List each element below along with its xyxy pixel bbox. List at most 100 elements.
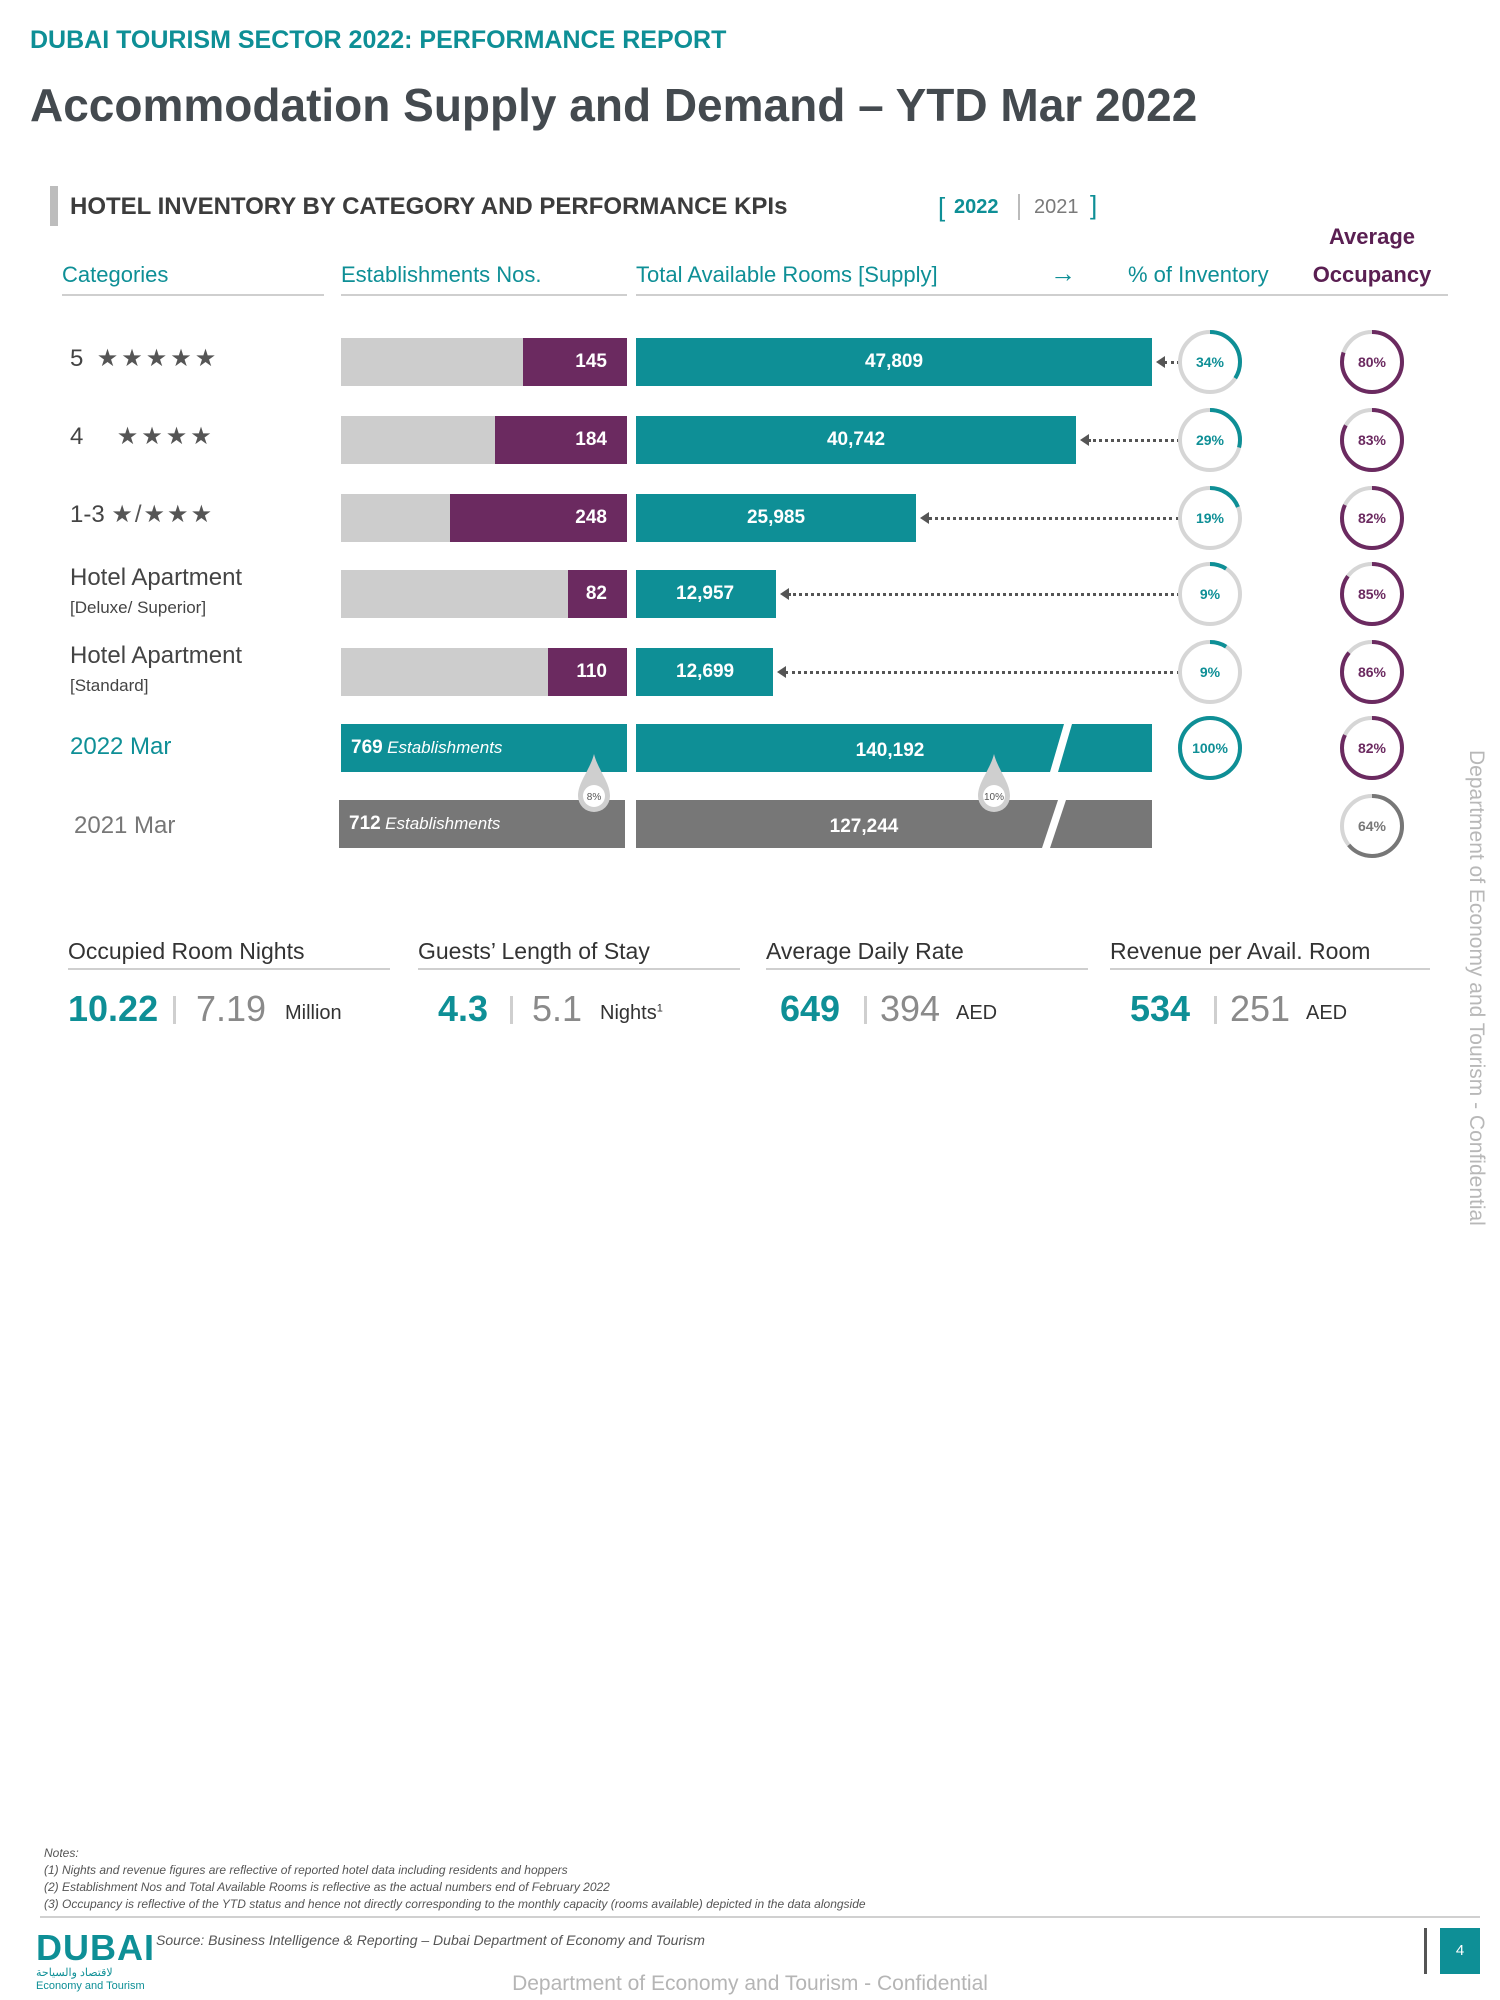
est-bar-1-3star: 248 — [341, 494, 627, 542]
ring-value: 85% — [1358, 586, 1387, 602]
col-categories: Categories — [62, 262, 169, 287]
year-2022-label: 2022 — [954, 196, 999, 218]
est-bar-hotel-apt-deluxe: 82 — [341, 570, 627, 618]
ring-fill — [1340, 716, 1404, 780]
rooms-total-2021-bar — [636, 800, 1058, 848]
star-icons: ★/★★★ — [111, 501, 215, 528]
ring-fill — [1340, 640, 1404, 704]
room-value: 47,809 — [864, 351, 924, 372]
drop-inner — [583, 785, 605, 807]
kpi-length-of-stay-2022: 4.3 — [438, 988, 489, 1029]
connector-line — [788, 593, 1180, 596]
est-total-2022: 769 Establishments — [341, 724, 627, 772]
est-bar-5star: 145 — [341, 338, 627, 386]
note-2: (2) Establishment Nos and Total Availabl… — [44, 1880, 610, 1894]
col-occupancy-line2: Occupancy — [1312, 262, 1432, 287]
inventory-ring: 29% — [1178, 408, 1242, 472]
ring-fill — [1178, 716, 1242, 780]
arrow-left-icon — [777, 666, 786, 678]
room-value: 25,985 — [746, 507, 806, 528]
rooms-growth-value: 10% — [984, 792, 1004, 803]
footer-confidential: Department of Economy and Tourism - Conf… — [512, 1972, 988, 1995]
kpi-length-of-stay-unit: Nights1 — [600, 1002, 663, 1024]
kpi-revpar-2021: 251 — [1230, 988, 1291, 1029]
arrow-left-icon — [780, 588, 789, 600]
ring-value: 29% — [1196, 432, 1225, 448]
bracket-close: ] — [1090, 190, 1098, 220]
room-bar-1-3star: 25,985 — [636, 494, 916, 542]
est-value: 82 — [568, 570, 627, 618]
connector-line — [928, 517, 1180, 520]
ring-value: 19% — [1196, 510, 1225, 526]
ring-fill — [1340, 330, 1404, 394]
arrow-left-icon — [920, 512, 929, 524]
inventory-ring: 9% — [1178, 640, 1242, 704]
col-inventory: % of Inventory — [1128, 262, 1269, 287]
kpi-title-revpar: Revenue per Avail. Room — [1110, 938, 1371, 964]
footnote-marker: 1 — [656, 1002, 663, 1015]
row-sublabel: [Deluxe/ Superior] — [70, 598, 207, 617]
occupancy-ring: 83% — [1340, 408, 1404, 472]
rooms-total-2022-bar-tail — [1058, 724, 1152, 772]
inventory-ring-total: 100% — [1178, 716, 1242, 780]
kpi-length-of-stay-2021: 5.1 — [532, 988, 583, 1029]
source-text: Source: Business Intelligence & Reportin… — [156, 1932, 705, 1948]
rooms-total-2022-value: 140,192 — [856, 740, 925, 761]
kpi-room-nights-unit: Million — [285, 1002, 342, 1024]
rooms-total-2022-bar — [636, 724, 1064, 772]
ring-value: 82% — [1358, 740, 1387, 756]
page-number: 4 — [1440, 1928, 1480, 1974]
section-marker — [50, 186, 58, 226]
est-total-2021: 712 Establishments — [339, 800, 625, 848]
row-label-hotel-apt-standard: Hotel Apartment [Standard] — [70, 642, 243, 695]
side-confidential-text: Department of Economy and Tourism - Conf… — [1465, 750, 1488, 1226]
room-bar-hotel-apt-deluxe: 12,957 — [636, 570, 776, 618]
note-3: (3) Occupancy is reflective of the YTD s… — [44, 1897, 866, 1911]
rooms-total-bars: 140,192 127,244 — [636, 724, 1152, 848]
bracket-open: [ — [938, 192, 946, 222]
ring-fill — [1340, 794, 1404, 858]
est-growth-value: 8% — [587, 792, 602, 803]
row-sublabel: [Standard] — [70, 676, 149, 695]
kpi-underline — [1110, 968, 1430, 970]
page-divider — [1424, 1928, 1427, 1974]
ring-fill — [1178, 562, 1242, 626]
ring-value: 9% — [1200, 664, 1221, 680]
room-value: 12,699 — [676, 661, 735, 682]
inventory-ring: 19% — [1178, 486, 1242, 550]
ring-value: 64% — [1358, 818, 1387, 834]
ring-fill — [1340, 486, 1404, 550]
ring-value: 34% — [1196, 354, 1225, 370]
logo-arabic: لاقتصاد والسياحة — [36, 1967, 113, 1979]
logo-english: Economy and Tourism — [36, 1980, 145, 1992]
notes-heading: Notes: — [44, 1846, 79, 1860]
occupancy-ring: 82% — [1340, 486, 1404, 550]
connector-line — [1164, 361, 1180, 364]
kpi-title-length-of-stay: Guests’ Length of Stay — [418, 938, 650, 964]
rooms-growth-drop: 10% — [978, 754, 1010, 812]
occupancy-ring-2021: 64% — [1340, 794, 1404, 858]
arrow-left-icon — [1080, 434, 1089, 446]
row-label-4star: 4 ★★★★ — [70, 423, 215, 450]
est-value: 184 — [495, 416, 627, 464]
kpi-separator — [510, 996, 513, 1024]
row-label-1-3star: 1-3 ★/★★★ — [70, 501, 215, 528]
est-total-2022-word: Establishments — [387, 738, 503, 757]
est-total-2021-word: Establishments — [385, 814, 501, 833]
kpi-title-room-nights: Occupied Room Nights — [68, 938, 305, 964]
connector-line — [785, 671, 1180, 674]
ring-value: 86% — [1358, 664, 1387, 680]
ring-fill — [1340, 408, 1404, 472]
occupancy-ring: 85% — [1340, 562, 1404, 626]
footer-divider — [40, 1916, 1480, 1918]
inventory-ring: 9% — [1178, 562, 1242, 626]
year-separator — [1018, 194, 1020, 220]
kpi-room-nights-2022: 10.22 — [68, 988, 159, 1029]
ring-fill — [1178, 330, 1242, 394]
occupancy-ring-2022: 82% — [1340, 716, 1404, 780]
room-bar-4star: 40,742 — [636, 416, 1076, 464]
est-bar-4star: 184 — [341, 416, 627, 464]
row-label-hotel-apt-deluxe: Hotel Apartment [Deluxe/ Superior] — [70, 564, 243, 617]
ring-value: 82% — [1358, 510, 1387, 526]
ring-value: 100% — [1192, 740, 1228, 756]
